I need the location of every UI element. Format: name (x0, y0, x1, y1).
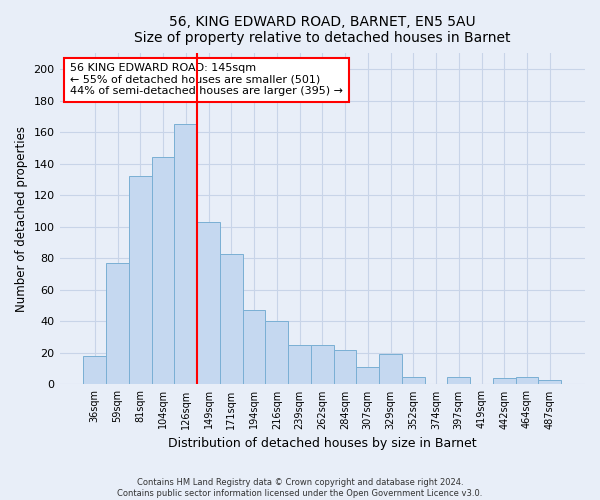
Bar (515, 376, 538, 384)
Bar (152, 158, 175, 384)
Bar (538, 380, 561, 384)
Bar (83, 356, 106, 384)
Text: Contains HM Land Registry data © Crown copyright and database right 2024.
Contai: Contains HM Land Registry data © Crown c… (118, 478, 482, 498)
Bar (220, 254, 242, 384)
Y-axis label: Number of detached properties: Number of detached properties (15, 126, 28, 312)
Bar (242, 310, 265, 384)
X-axis label: Distribution of detached houses by size in Barnet: Distribution of detached houses by size … (168, 437, 476, 450)
Bar (311, 345, 334, 385)
Bar (493, 378, 515, 384)
Bar (448, 376, 470, 384)
Bar (334, 350, 356, 384)
Bar (197, 222, 220, 384)
Title: 56, KING EDWARD ROAD, BARNET, EN5 5AU
Size of property relative to detached hous: 56, KING EDWARD ROAD, BARNET, EN5 5AU Si… (134, 15, 511, 45)
Bar (265, 322, 288, 384)
Bar (288, 345, 311, 385)
Bar (356, 367, 379, 384)
Bar (129, 176, 152, 384)
Bar (402, 376, 425, 384)
Bar (106, 263, 129, 384)
Bar (175, 124, 197, 384)
Bar (379, 354, 402, 384)
Text: 56 KING EDWARD ROAD: 145sqm
← 55% of detached houses are smaller (501)
44% of se: 56 KING EDWARD ROAD: 145sqm ← 55% of det… (70, 63, 343, 96)
